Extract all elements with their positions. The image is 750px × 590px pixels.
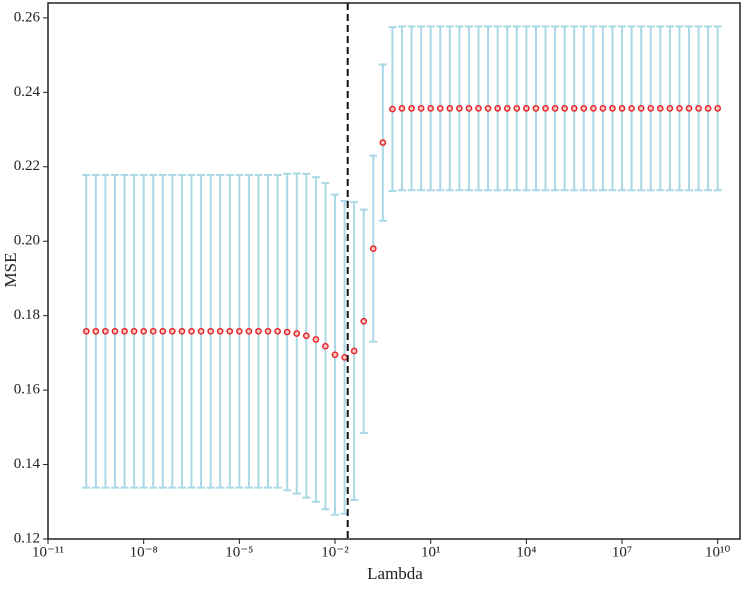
point: [714, 104, 722, 112]
y-tick-label: 0.16: [14, 382, 41, 398]
point: [283, 328, 291, 336]
point: [169, 327, 176, 335]
point: [695, 104, 702, 112]
point: [570, 104, 578, 112]
x-tick-label: 10⁴: [516, 544, 536, 560]
point: [637, 104, 645, 112]
point: [322, 342, 329, 350]
point: [92, 327, 100, 335]
point: [523, 104, 530, 112]
point: [580, 104, 588, 112]
point: [235, 327, 243, 335]
point: [503, 104, 511, 112]
y-tick-label: 0.18: [14, 307, 40, 323]
point: [446, 104, 454, 112]
point: [465, 104, 473, 112]
point: [408, 104, 415, 112]
point: [398, 104, 406, 112]
point: [609, 104, 616, 112]
y-tick-label: 0.26: [14, 9, 41, 25]
point: [599, 104, 607, 112]
point: [628, 104, 635, 112]
point: [475, 104, 482, 112]
point: [618, 104, 626, 112]
point: [102, 327, 109, 335]
x-tick-label: 10¹: [421, 544, 441, 560]
point: [417, 104, 425, 112]
point: [494, 104, 502, 112]
point: [264, 327, 272, 335]
point: [82, 327, 90, 335]
point: [293, 330, 301, 337]
x-tick-label: 10⁻⁸: [130, 544, 158, 560]
point: [685, 104, 693, 112]
x-axis-label: Lambda: [367, 564, 423, 583]
x-tick-label: 10⁻¹¹: [32, 544, 64, 560]
y-axis-label: MSE: [1, 253, 20, 288]
point: [427, 104, 435, 112]
point: [647, 104, 655, 112]
point: [130, 327, 138, 335]
point: [245, 327, 253, 335]
point: [111, 327, 119, 335]
y-tick-label: 0.24: [14, 84, 41, 100]
point: [312, 336, 320, 343]
point: [542, 104, 549, 112]
x-tick-label: 10⁻⁵: [225, 544, 253, 560]
point: [197, 327, 205, 335]
x-tick-label: 10⁷: [612, 544, 632, 560]
point: [704, 104, 712, 112]
point: [456, 104, 463, 112]
y-tick-label: 0.20: [14, 233, 40, 249]
point: [274, 327, 281, 335]
y-tick-label: 0.22: [14, 158, 40, 174]
plot-frame: [47, 2, 741, 540]
point: [484, 104, 492, 112]
point: [513, 104, 521, 112]
point: [207, 327, 214, 335]
point: [226, 327, 234, 335]
point: [551, 104, 559, 112]
x-tick-label: 10⁻²: [321, 544, 349, 560]
point: [121, 327, 128, 335]
point: [178, 327, 186, 335]
point: [188, 327, 195, 335]
point: [149, 327, 157, 335]
point: [350, 347, 358, 355]
x-tick-label: 10¹⁰: [705, 544, 731, 560]
point: [216, 327, 224, 335]
y-tick-label: 0.12: [14, 530, 40, 546]
point: [532, 104, 540, 112]
point: [360, 317, 368, 325]
point: [159, 327, 167, 335]
point: [589, 104, 597, 112]
y-tick-label: 0.14: [14, 456, 41, 472]
point: [255, 327, 262, 335]
point: [666, 104, 674, 112]
point: [561, 104, 568, 112]
point: [369, 245, 377, 253]
point: [656, 104, 664, 112]
point: [676, 104, 683, 112]
point: [140, 327, 148, 335]
point: [379, 139, 387, 146]
point: [302, 332, 310, 340]
point: [331, 351, 339, 359]
point: [436, 104, 444, 112]
point: [341, 354, 348, 361]
point: [389, 105, 396, 113]
